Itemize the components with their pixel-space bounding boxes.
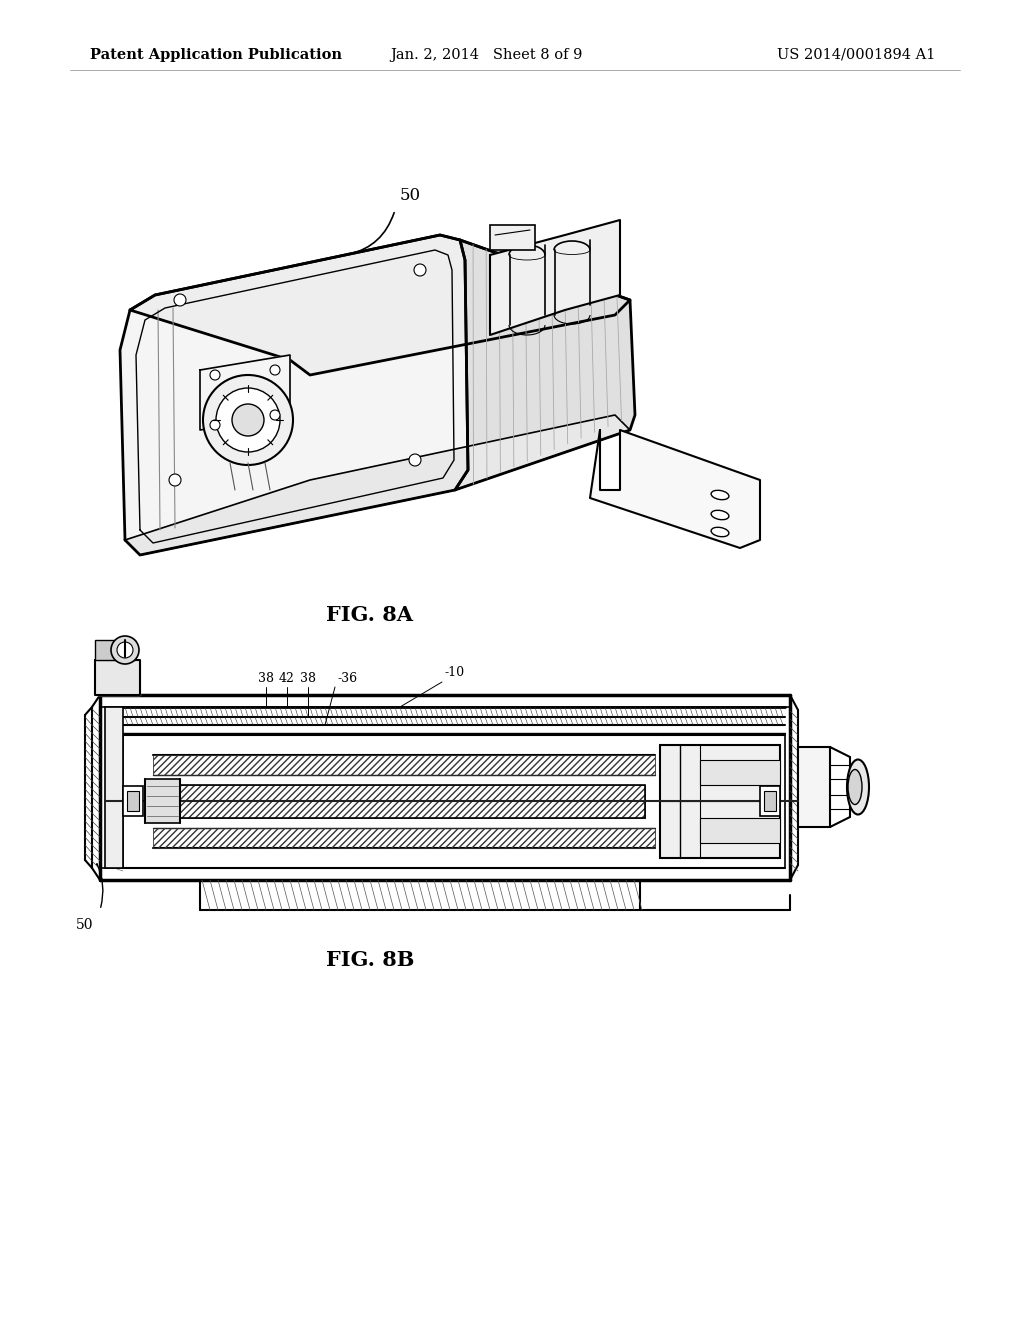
Text: 50: 50 [400, 186, 421, 203]
Circle shape [232, 404, 264, 436]
Bar [115, 640, 135, 660]
Circle shape [414, 264, 426, 276]
Text: -36: -36 [338, 672, 358, 685]
Text: Patent Application Publication: Patent Application Publication [90, 48, 342, 62]
Bar [127, 791, 139, 810]
Polygon shape [125, 414, 630, 554]
Ellipse shape [711, 527, 729, 537]
Text: FIG. 8B: FIG. 8B [326, 950, 414, 970]
Circle shape [210, 370, 220, 380]
Bar [700, 818, 780, 843]
Ellipse shape [711, 511, 729, 520]
Polygon shape [455, 240, 635, 490]
Circle shape [117, 642, 133, 657]
Polygon shape [200, 355, 290, 430]
Bar [123, 785, 143, 816]
Circle shape [270, 411, 280, 420]
Circle shape [409, 454, 421, 466]
Text: 50: 50 [76, 917, 94, 932]
Bar [700, 760, 780, 785]
Polygon shape [130, 235, 630, 375]
Circle shape [203, 375, 293, 465]
Bar [95, 640, 115, 660]
Polygon shape [490, 220, 620, 335]
Polygon shape [590, 430, 760, 548]
Circle shape [111, 636, 139, 664]
Bar [490, 224, 535, 249]
Circle shape [270, 366, 280, 375]
Ellipse shape [847, 759, 869, 814]
Text: US 2014/0001894 A1: US 2014/0001894 A1 [776, 48, 935, 62]
Bar [660, 744, 780, 858]
Bar [153, 828, 655, 847]
Bar [163, 785, 645, 818]
Ellipse shape [711, 490, 729, 500]
Circle shape [210, 420, 220, 430]
Ellipse shape [848, 770, 862, 804]
Circle shape [174, 294, 186, 306]
Circle shape [169, 474, 181, 486]
Text: 38: 38 [300, 672, 316, 685]
Bar [798, 747, 830, 828]
Text: Jan. 2, 2014   Sheet 8 of 9: Jan. 2, 2014 Sheet 8 of 9 [390, 48, 583, 62]
Text: -10: -10 [445, 665, 465, 678]
Text: FIG. 8A: FIG. 8A [327, 605, 414, 624]
Bar [764, 791, 776, 810]
Bar [153, 755, 655, 775]
FancyArrowPatch shape [349, 213, 394, 255]
Text: 38: 38 [258, 672, 274, 685]
Circle shape [216, 388, 280, 451]
Polygon shape [95, 660, 140, 696]
Bar [145, 779, 180, 822]
Bar [760, 785, 780, 816]
Bar [163, 785, 645, 818]
Text: 42: 42 [280, 672, 295, 685]
Bar [105, 708, 123, 869]
FancyArrowPatch shape [97, 863, 102, 907]
Polygon shape [120, 235, 468, 554]
